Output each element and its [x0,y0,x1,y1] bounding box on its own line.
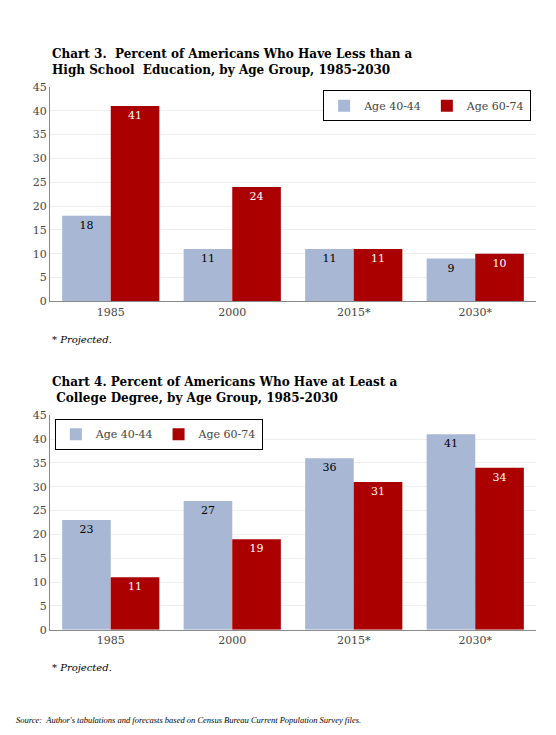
svg-text:23: 23 [79,523,93,536]
svg-text:0: 0 [40,624,47,637]
svg-text:Age 40-44: Age 40-44 [95,428,153,441]
svg-text:Chart 3. Percent of Americans: Chart 3. Percent of Americans Who Have L… [52,47,413,77]
svg-text:2015*: 2015* [337,634,371,647]
svg-text:0: 0 [40,295,47,308]
svg-text:10: 10 [33,576,47,589]
svg-text:31: 31 [371,485,385,498]
svg-text:10: 10 [33,248,47,261]
svg-text:9: 9 [447,262,454,275]
svg-text:30: 30 [33,152,47,165]
svg-text:Age 60-74: Age 60-74 [198,428,256,441]
svg-text:41: 41 [444,437,458,450]
svg-text:19: 19 [250,542,264,555]
svg-text:41: 41 [128,109,142,122]
svg-text:Source: Author's tabulations: Source: Author's tabulations and forecas… [16,715,361,725]
svg-text:15: 15 [33,552,47,565]
svg-text:11: 11 [371,252,385,265]
svg-text:18: 18 [79,219,93,232]
svg-text:2000: 2000 [218,306,246,319]
svg-text:5: 5 [40,271,47,284]
svg-text:11: 11 [322,252,336,265]
svg-text:Age 40-44: Age 40-44 [363,100,421,113]
svg-text:2015*: 2015* [337,306,371,319]
svg-text:25: 25 [33,504,47,517]
svg-text:11: 11 [201,252,215,265]
svg-text:35: 35 [33,128,47,141]
svg-text:5: 5 [40,600,47,613]
svg-text:Age 60-74: Age 60-74 [466,100,524,113]
svg-text:24: 24 [250,190,264,203]
svg-text:30: 30 [33,481,47,494]
svg-text:* Projected.: * Projected. [52,662,112,673]
svg-text:1985: 1985 [97,306,125,319]
svg-text:36: 36 [322,461,336,474]
svg-text:2000: 2000 [218,634,246,647]
svg-text:11: 11 [128,580,142,593]
svg-text:25: 25 [33,176,47,189]
svg-text:10: 10 [493,257,507,270]
svg-text:45: 45 [33,81,47,94]
svg-text:20: 20 [33,528,47,541]
svg-text:15: 15 [33,224,47,237]
svg-text:40: 40 [33,105,47,118]
svg-text:* Projected.: * Projected. [52,334,112,345]
svg-text:45: 45 [33,409,47,422]
svg-text:2030*: 2030* [459,306,493,319]
svg-text:1985: 1985 [97,634,125,647]
svg-text:20: 20 [33,200,47,213]
svg-text:27: 27 [201,504,215,517]
svg-text:2030*: 2030* [459,634,493,647]
svg-text:35: 35 [33,457,47,470]
svg-text:40: 40 [33,433,47,446]
svg-text:Chart 4. Percent of Americans: Chart 4. Percent of Americans Who Have a… [52,375,398,405]
svg-text:34: 34 [493,471,507,484]
